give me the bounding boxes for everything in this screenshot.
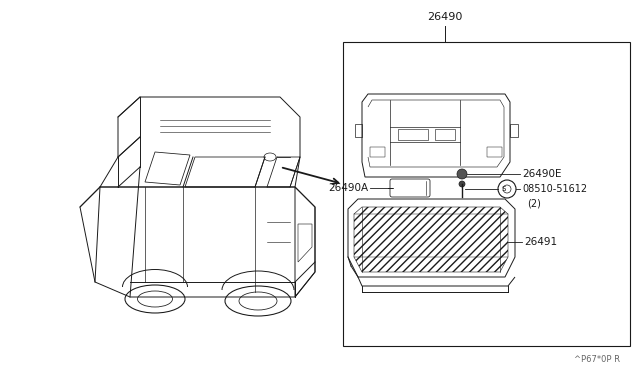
Text: (2): (2) bbox=[527, 198, 541, 208]
Bar bbox=[343, 42, 630, 346]
Text: 26491: 26491 bbox=[524, 237, 557, 247]
Text: 26490E: 26490E bbox=[522, 169, 561, 179]
Text: 08510-51612: 08510-51612 bbox=[522, 184, 587, 194]
Circle shape bbox=[459, 181, 465, 187]
Text: 26490A: 26490A bbox=[328, 183, 368, 193]
Text: 26490: 26490 bbox=[428, 12, 463, 22]
Text: ^P67*0P R: ^P67*0P R bbox=[574, 355, 620, 364]
Polygon shape bbox=[354, 207, 508, 272]
Circle shape bbox=[457, 169, 467, 179]
Text: S: S bbox=[502, 186, 506, 192]
